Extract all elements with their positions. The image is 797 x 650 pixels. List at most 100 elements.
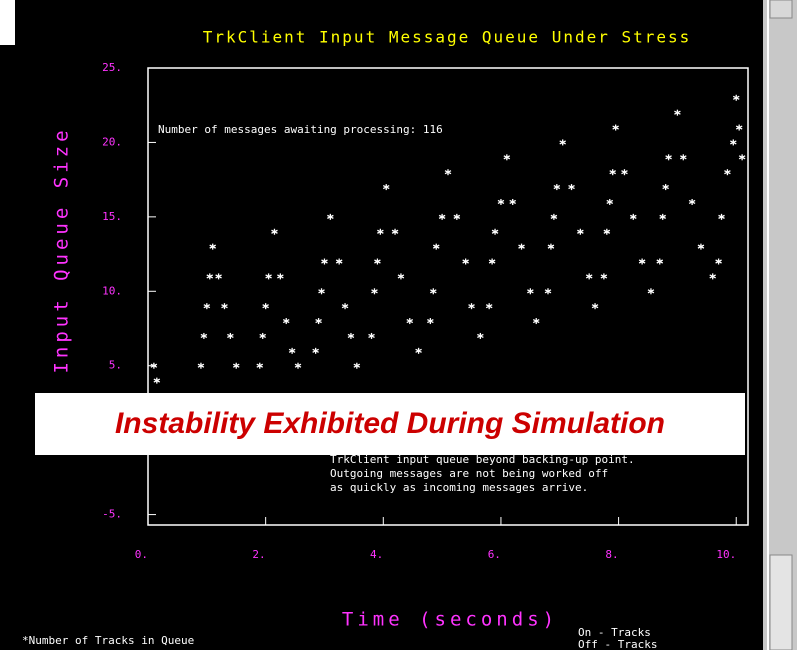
y-axis-label: Input Queue Size <box>51 126 73 373</box>
asterisk-stroke <box>591 304 599 309</box>
point <box>265 273 272 280</box>
asterisk-stroke <box>438 214 446 219</box>
asterisk-stroke <box>318 289 325 294</box>
point <box>491 228 499 235</box>
asterisk-stroke <box>509 199 516 205</box>
point <box>327 213 334 220</box>
point <box>262 303 269 310</box>
point <box>718 213 725 220</box>
asterisk-stroke <box>444 170 452 175</box>
point <box>662 184 669 191</box>
point <box>656 258 664 265</box>
point <box>674 109 681 116</box>
asterisk-stroke <box>532 318 540 324</box>
asterisk-stroke <box>382 185 390 190</box>
point <box>532 318 540 325</box>
point <box>544 288 552 295</box>
annotation: Number of messages awaiting processing: … <box>158 123 443 136</box>
point <box>368 332 375 339</box>
point <box>315 318 322 325</box>
asterisk-stroke <box>206 274 214 279</box>
asterisk-stroke <box>730 140 737 145</box>
asterisk-stroke <box>462 259 469 264</box>
point <box>488 258 496 265</box>
asterisk-stroke <box>527 289 534 294</box>
asterisk-stroke <box>256 363 264 368</box>
asterisk-stroke <box>265 274 272 279</box>
asterisk-stroke <box>335 259 343 264</box>
point <box>277 273 284 280</box>
point <box>724 169 731 176</box>
point <box>497 198 505 205</box>
point <box>377 228 384 235</box>
asterisk-stroke <box>612 125 619 130</box>
asterisk-stroke <box>415 348 422 353</box>
asterisk-stroke <box>150 363 158 368</box>
asterisk-stroke <box>603 229 611 234</box>
asterisk-stroke <box>391 229 399 234</box>
y-tick-label: -5. <box>102 508 122 521</box>
asterisk-stroke <box>153 378 161 383</box>
asterisk-stroke <box>368 333 375 339</box>
asterisk-stroke <box>341 304 349 309</box>
y-tick-label: 15. <box>102 210 122 223</box>
point <box>200 332 208 339</box>
asterisk-stroke <box>221 304 228 309</box>
asterisk-stroke <box>271 229 278 234</box>
plot-frame <box>147 67 749 526</box>
point <box>559 139 566 146</box>
asterisk-stroke <box>738 155 746 160</box>
point <box>509 198 516 205</box>
point <box>462 258 469 265</box>
point <box>688 198 696 205</box>
banner <box>35 393 745 455</box>
asterisk-stroke <box>453 214 461 219</box>
asterisk-stroke <box>630 214 637 219</box>
point <box>150 362 158 369</box>
asterisk-stroke <box>215 274 222 279</box>
x-tick-label: 10. <box>716 548 736 561</box>
point <box>318 288 325 295</box>
point <box>438 213 446 220</box>
note: Outgoing messages are not being worked o… <box>330 467 608 480</box>
y-tick-label: 10. <box>102 284 122 297</box>
asterisk-stroke <box>503 155 511 160</box>
point <box>527 288 534 295</box>
asterisk-stroke <box>606 199 614 205</box>
asterisk-stroke <box>321 259 328 264</box>
asterisk-stroke <box>697 244 705 249</box>
point <box>468 303 475 310</box>
asterisk-stroke <box>468 304 475 309</box>
asterisk-stroke <box>232 363 240 368</box>
point <box>282 318 290 325</box>
asterisk-stroke <box>544 289 552 294</box>
y-tick-label: 20. <box>102 135 122 148</box>
point <box>577 228 584 235</box>
scroll-up-arrow[interactable] <box>769 0 793 19</box>
scroll-thumb[interactable] <box>769 554 793 650</box>
asterisk-stroke <box>200 333 208 339</box>
point <box>603 228 611 235</box>
point <box>397 273 405 280</box>
point <box>427 318 434 325</box>
point <box>680 154 687 161</box>
point <box>503 154 511 161</box>
asterisk-stroke <box>485 304 493 309</box>
point <box>288 347 296 354</box>
plot-window <box>0 0 763 650</box>
chart-title: TrkClient Input Message Queue Under Stre… <box>203 28 692 47</box>
y-tick-label: 25. <box>102 61 122 74</box>
asterisk-stroke <box>550 214 558 219</box>
asterisk-stroke <box>553 185 561 190</box>
point <box>659 213 666 220</box>
point <box>203 303 211 310</box>
asterisk-stroke <box>715 259 722 264</box>
asterisk-stroke <box>374 259 381 264</box>
asterisk-stroke <box>347 333 355 339</box>
asterisk-stroke <box>559 140 566 145</box>
asterisk-stroke <box>259 333 266 339</box>
point <box>647 288 655 295</box>
point <box>735 124 743 131</box>
asterisk-stroke <box>600 274 608 279</box>
